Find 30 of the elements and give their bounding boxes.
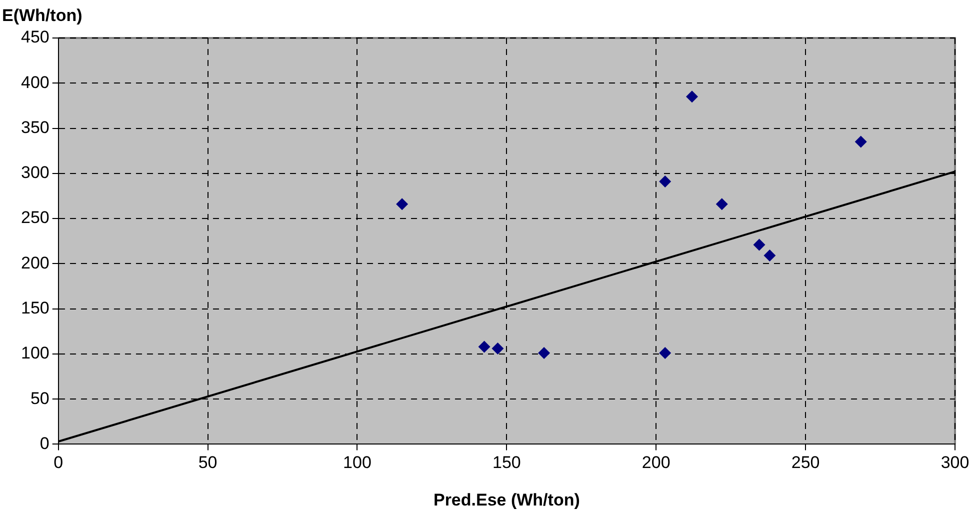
y-tick-label: 400 xyxy=(20,72,50,92)
point xyxy=(753,238,766,251)
point xyxy=(764,250,776,262)
y-tick-label: 100 xyxy=(20,344,50,363)
y-axis-title: E(Wh/ton) xyxy=(2,6,82,26)
x-tick-label: 250 xyxy=(791,453,820,472)
x-tick-label: 100 xyxy=(343,453,372,472)
x-tick-label: 200 xyxy=(642,453,670,472)
x-tick-label: 0 xyxy=(54,453,64,472)
y-tick-label: 300 xyxy=(20,163,50,182)
point xyxy=(659,176,672,188)
y-tick-label: 350 xyxy=(20,118,50,137)
point xyxy=(716,198,728,210)
point xyxy=(396,198,408,210)
y-tick-label: 450 xyxy=(20,28,50,47)
point xyxy=(854,136,867,148)
x-tick-label: 50 xyxy=(198,453,218,472)
y-tick-label: 0 xyxy=(40,434,50,453)
x-tick-label: 150 xyxy=(492,453,521,472)
point xyxy=(686,90,698,103)
x-tick-label: 300 xyxy=(940,453,970,472)
y-tick-label: 250 xyxy=(20,208,50,228)
y-tick-label: 50 xyxy=(30,388,50,408)
point xyxy=(659,347,672,360)
point xyxy=(492,342,504,355)
y-tick-label: 200 xyxy=(20,253,50,272)
point xyxy=(538,347,550,360)
point xyxy=(478,340,490,353)
y-tick-label: 150 xyxy=(20,298,50,318)
x-axis-title: Pred.Ese (Wh/ton) xyxy=(433,490,580,510)
